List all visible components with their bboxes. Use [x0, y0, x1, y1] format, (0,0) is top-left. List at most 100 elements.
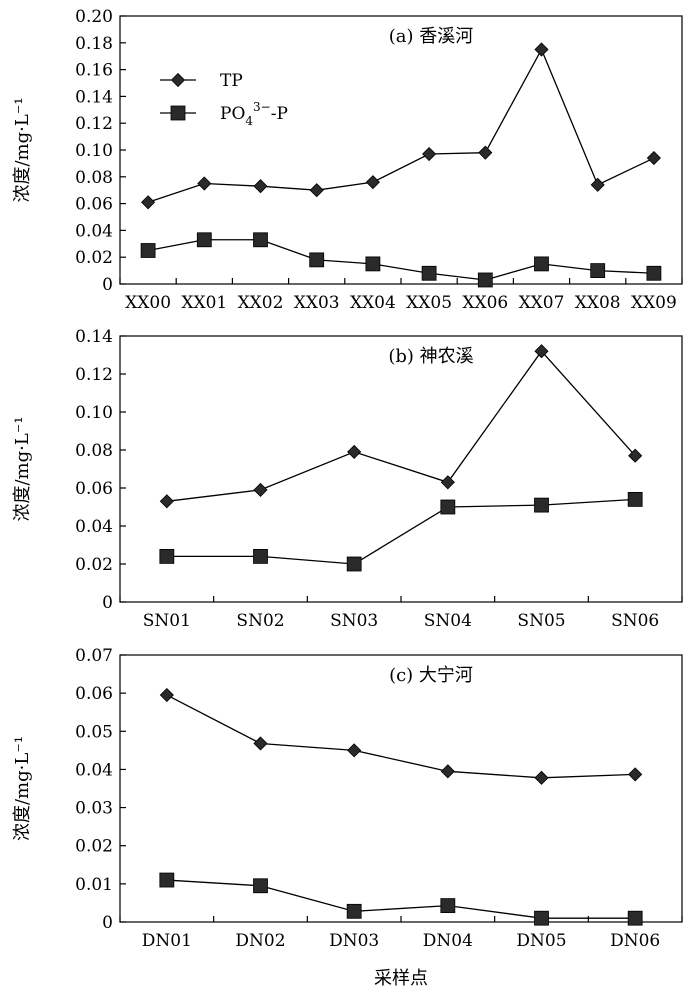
y-tick-label: 0.10 — [75, 141, 113, 161]
series-line-po4 — [147, 239, 654, 281]
y-tick-label: 0.10 — [75, 403, 113, 423]
po4-point — [159, 549, 175, 564]
po4-point — [534, 256, 549, 272]
y-tick-label: 0.03 — [75, 799, 113, 819]
x-tick-label: DN05 — [516, 931, 566, 951]
y-tick-label: 0.20 — [75, 7, 113, 27]
tp-point — [590, 177, 605, 192]
panel-b: 0 0.02 0.04 0.06 0.08 0.10 0.12 0.14 SN01 SN02 SN0… — [12, 327, 683, 631]
panel-c: 0 0.01 0.02 0.03 0.04 0.05 0.06 0.07 DN01 DN02 DN0… — [12, 646, 683, 989]
series-line-po4 — [166, 498, 636, 565]
x-tick-label: XX05 — [406, 293, 452, 313]
y-axis-label: 浓度/mg·L⁻¹ — [12, 416, 33, 521]
tp-point — [309, 183, 324, 198]
tp-point — [159, 494, 174, 509]
y-tick-label: 0.14 — [75, 87, 113, 107]
po4-point — [346, 903, 362, 919]
x-tick-label: XX01 — [181, 293, 227, 313]
tp-point — [347, 743, 362, 758]
tp-point — [534, 344, 549, 359]
tp-point — [646, 150, 661, 166]
y-tick-label: 0.05 — [75, 722, 113, 742]
y-tick-label: 0 — [102, 275, 113, 295]
po4-point — [365, 256, 381, 272]
legend: TP PO43−-P — [160, 71, 288, 128]
y-tick-label: 0.04 — [75, 517, 113, 537]
x-tick-label: DN04 — [423, 931, 473, 951]
y-tick-label: 0.06 — [75, 684, 113, 704]
po4-point — [346, 556, 362, 572]
x-axis-label: 采样点 — [374, 968, 428, 989]
x-tick-label: DN02 — [235, 931, 285, 951]
tp-point — [365, 175, 380, 190]
po4-point — [253, 232, 268, 248]
x-tick-label: XX09 — [631, 293, 677, 313]
po4-point — [534, 910, 549, 926]
y-tick-label: 0.02 — [75, 248, 113, 268]
po4-point — [440, 499, 456, 515]
po4-point — [253, 878, 268, 894]
panel-title: (c) 大宁河 — [389, 665, 473, 686]
x-tick-label: DN06 — [610, 931, 660, 951]
po4-point — [196, 232, 212, 248]
tp-point — [253, 482, 268, 497]
x-tick-label: SN05 — [517, 611, 565, 631]
y-tick-label: 0.12 — [75, 114, 113, 134]
y-axis-label: 浓度/mg·L⁻¹ — [12, 97, 33, 202]
x-tick-label: SN06 — [611, 611, 659, 631]
legend-marker-po4 — [170, 105, 186, 121]
legend-marker-tp — [170, 72, 186, 88]
x-tick-label: XX04 — [350, 293, 396, 313]
po4-point — [309, 252, 325, 268]
x-tick-label: XX06 — [462, 293, 508, 313]
po4-point — [627, 910, 643, 926]
tp-point — [253, 736, 268, 751]
po4-point — [140, 243, 156, 258]
po4-point — [627, 491, 643, 507]
y-tick-label: 0.06 — [75, 479, 113, 499]
tp-point — [628, 767, 643, 782]
po4-point — [590, 263, 606, 279]
legend-label-tp: TP — [220, 71, 243, 91]
y-tick-label: 0 — [102, 593, 113, 613]
y-tick-label: 0.04 — [75, 760, 113, 780]
series-line-tp — [166, 350, 636, 502]
y-tick-label: 0.07 — [75, 646, 113, 666]
y-axis-label: 浓度/mg·L⁻¹ — [12, 736, 33, 841]
legend-label-po4: PO43−-P — [220, 100, 288, 128]
tp-point — [141, 195, 156, 210]
x-tick-label: DN03 — [329, 931, 379, 951]
x-tick-label: SN01 — [143, 611, 191, 631]
y-tick-label: 0.08 — [75, 441, 113, 461]
y-tick-label: 0.14 — [75, 327, 113, 347]
po4-point — [646, 265, 662, 281]
tp-point — [534, 42, 549, 57]
po4-point — [534, 497, 549, 513]
x-tick-label: XX00 — [125, 293, 171, 313]
y-tick-label: 0.06 — [75, 195, 113, 215]
tp-point — [197, 176, 212, 191]
tp-point — [253, 179, 268, 194]
series-line-tp — [147, 47, 655, 203]
plot-frame — [119, 335, 683, 603]
x-tick-label: SN02 — [236, 611, 284, 631]
po4-point — [477, 272, 493, 288]
x-tick-label: XX03 — [294, 293, 340, 313]
po4-point — [253, 549, 268, 564]
y-tick-label: 0.12 — [75, 365, 113, 385]
series-line-po4 — [166, 879, 636, 919]
po4-point — [440, 898, 456, 913]
x-tick-label: SN03 — [330, 611, 378, 631]
y-tick-label: 0.02 — [75, 555, 113, 575]
y-tick-label: 0.04 — [75, 221, 113, 241]
x-tick-label: XX02 — [238, 293, 284, 313]
y-tick-label: 0.01 — [75, 875, 113, 895]
panel-title: (a) 香溪河 — [389, 26, 474, 47]
tp-point — [159, 687, 174, 703]
tp-point — [347, 444, 362, 459]
tp-point — [534, 770, 549, 785]
y-tick-label: 0 — [102, 913, 113, 933]
panel-a: 0 0.02 0.04 0.06 0.08 0.10 0.12 0.14 0.16 0.18 0.2… — [12, 7, 683, 313]
y-tick-label: 0.08 — [75, 168, 113, 188]
x-tick-label: SN04 — [424, 611, 472, 631]
